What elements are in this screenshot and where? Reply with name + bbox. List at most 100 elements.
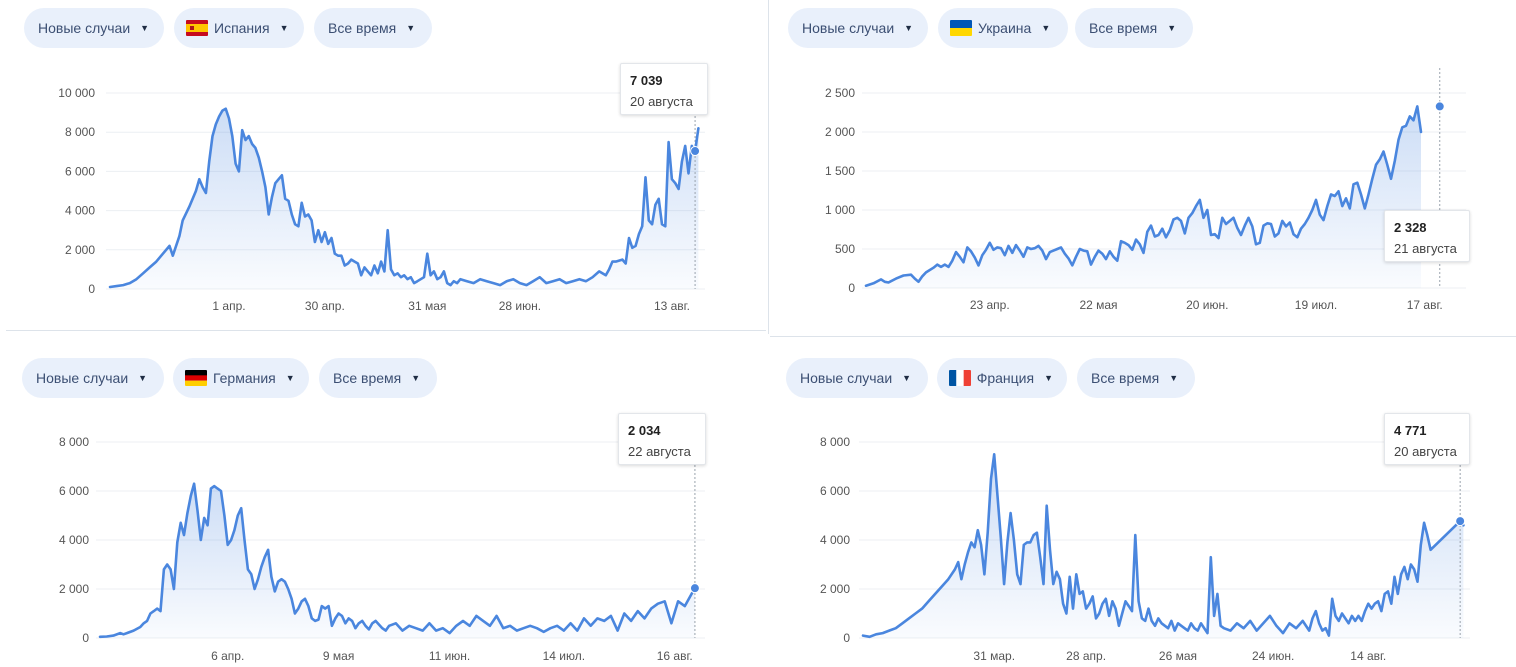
x-tick-label: 19 июл. [1295, 298, 1337, 312]
chart-panel-france: Новые случаи ▼ Франция ▼ Все время ▼ 0 2 … [770, 336, 1516, 667]
chevron-down-icon: ▼ [904, 23, 914, 33]
highlight-point[interactable] [1434, 101, 1445, 112]
chevron-down-icon: ▼ [1169, 373, 1179, 383]
y-tick-label: 4 000 [820, 533, 850, 547]
series-line [861, 453, 1465, 639]
x-tick-label: 23 апр. [970, 298, 1010, 312]
x-tick-label: 16 авг. [657, 649, 693, 663]
x-tick-label: 24 июн. [1252, 649, 1294, 663]
country-selector-label: Германия [213, 370, 276, 386]
period-selector[interactable]: Все время ▼ [1075, 8, 1193, 48]
series-area [110, 108, 699, 289]
tooltip-value: 4 771 [1394, 423, 1427, 438]
y-tick-label: 6 000 [820, 484, 850, 498]
spain-flag-icon [186, 20, 208, 36]
chart-panel-spain: Новые случаи ▼ Испания ▼ Все время ▼ 0 2 … [0, 0, 766, 330]
ukraine-flag-icon [950, 20, 972, 36]
y-tick-label: 2 500 [825, 86, 855, 100]
x-tick-label: 11 июн. [429, 649, 470, 663]
france-flag-icon [949, 370, 971, 386]
series-line [108, 107, 700, 289]
metric-selector[interactable]: Новые случаи ▼ [24, 8, 164, 48]
chart-tooltip: 2 034 22 августа [618, 413, 706, 465]
tooltip-date: 21 августа [1394, 241, 1457, 256]
france-cases-chart[interactable]: 0 2 000 4 000 6 000 8 000 31 мар. 28 апр. 26 ма… [770, 336, 1516, 667]
y-tick-label: 6 000 [65, 164, 95, 178]
series-line [98, 482, 697, 639]
germany-cases-chart[interactable]: 0 2 000 4 000 6 000 8 000 6 апр. 9 мая 11 июн. 1… [0, 336, 766, 667]
x-tick-label: 30 апр. [305, 299, 345, 313]
highlight-point[interactable] [1455, 516, 1466, 527]
x-tick-label: 22 мая [1079, 298, 1117, 312]
series-line [864, 105, 1423, 287]
x-tick-label: 14 авг. [1350, 649, 1386, 663]
tooltip-value: 7 039 [630, 73, 663, 88]
highlight-point[interactable] [690, 146, 701, 157]
metric-selector[interactable]: Новые случаи ▼ [22, 358, 164, 398]
country-selector-label: Франция [976, 370, 1035, 386]
period-selector-label: Все время [1089, 20, 1158, 36]
x-tick-label: 28 апр. [1066, 649, 1106, 663]
chevron-down-icon: ▼ [1044, 373, 1053, 383]
chevron-down-icon: ▼ [140, 23, 150, 33]
y-tick-label: 2 000 [825, 125, 855, 139]
y-tick-label: 0 [88, 282, 95, 296]
period-selector-label: Все время [333, 370, 402, 386]
chart-tooltip: 2 328 21 августа [1384, 210, 1470, 262]
y-tick-label: 0 [82, 631, 89, 645]
tooltip-value: 2 034 [628, 423, 661, 438]
y-tick-label: 2 000 [59, 582, 89, 596]
metric-selector[interactable]: Новые случаи ▼ [786, 358, 928, 398]
y-tick-label: 8 000 [820, 435, 850, 449]
period-selector[interactable]: Все время ▼ [314, 8, 432, 48]
tooltip-date: 20 августа [630, 94, 693, 109]
country-selector[interactable]: Испания ▼ [174, 8, 304, 48]
chevron-down-icon: ▼ [285, 373, 295, 383]
series-area [866, 106, 1421, 289]
country-selector[interactable]: Украина ▼ [938, 8, 1068, 48]
y-tick-label: 1 500 [825, 164, 855, 178]
period-selector[interactable]: Все время ▼ [319, 358, 437, 398]
country-selector-label: Украина [978, 20, 1032, 36]
country-selector[interactable]: Франция ▼ [937, 358, 1067, 398]
period-selector[interactable]: Все время ▼ [1077, 358, 1195, 398]
y-tick-label: 0 [848, 281, 855, 295]
y-tick-label: 4 000 [59, 533, 89, 547]
ukraine-cases-chart[interactable]: 0 500 1 000 1 500 2 000 2 500 23 апр. 22 мая 20 … [770, 0, 1516, 336]
x-tick-label: 31 мая [408, 299, 446, 313]
highlight-point[interactable] [689, 583, 700, 594]
y-tick-label: 4 000 [65, 204, 95, 218]
tooltip-date: 22 августа [628, 444, 691, 459]
germany-flag-icon [185, 370, 207, 386]
x-tick-label: 20 июн. [1186, 298, 1228, 312]
series-area [100, 483, 695, 638]
chart-panel-germany: Новые случаи ▼ Германия ▼ Все время ▼ 0 2… [0, 336, 766, 667]
spain-cases-chart[interactable]: 0 2 000 4 000 6 000 8 000 10 000 1 апр. 30 апр.… [0, 0, 766, 330]
metric-selector[interactable]: Новые случаи ▼ [788, 8, 928, 48]
chevron-down-icon: ▼ [1167, 23, 1177, 33]
tooltip-value: 2 328 [1394, 220, 1427, 235]
chart-panel-ukraine: Новые случаи ▼ Украина ▼ Все время ▼ 0 50… [770, 0, 1516, 336]
x-tick-label: 26 мая [1159, 649, 1197, 663]
y-tick-label: 6 000 [59, 484, 89, 498]
x-tick-label: 6 апр. [211, 649, 244, 663]
panel-divider-horizontal-right [770, 336, 1516, 337]
y-tick-label: 8 000 [59, 435, 89, 449]
metric-selector-label: Новые случаи [36, 370, 129, 386]
x-tick-label: 28 июн. [499, 299, 541, 313]
x-tick-label: 14 июл. [543, 649, 585, 663]
country-selector[interactable]: Германия ▼ [173, 358, 309, 398]
chart-tooltip: 4 771 20 августа [1384, 413, 1470, 465]
tooltip-date: 20 августа [1394, 444, 1457, 459]
chevron-down-icon: ▼ [1041, 23, 1051, 33]
period-selector-label: Все время [328, 20, 397, 36]
series-area [863, 454, 1464, 638]
chart-tooltip: 7 039 20 августа [620, 63, 708, 115]
y-tick-label: 2 000 [65, 243, 95, 257]
x-tick-label: 13 авг. [654, 299, 690, 313]
x-tick-label: 9 мая [323, 649, 354, 663]
metric-selector-label: Новые случаи [802, 20, 895, 36]
chevron-down-icon: ▼ [406, 23, 416, 33]
x-tick-label: 1 апр. [212, 299, 245, 313]
period-selector-label: Все время [1091, 370, 1160, 386]
